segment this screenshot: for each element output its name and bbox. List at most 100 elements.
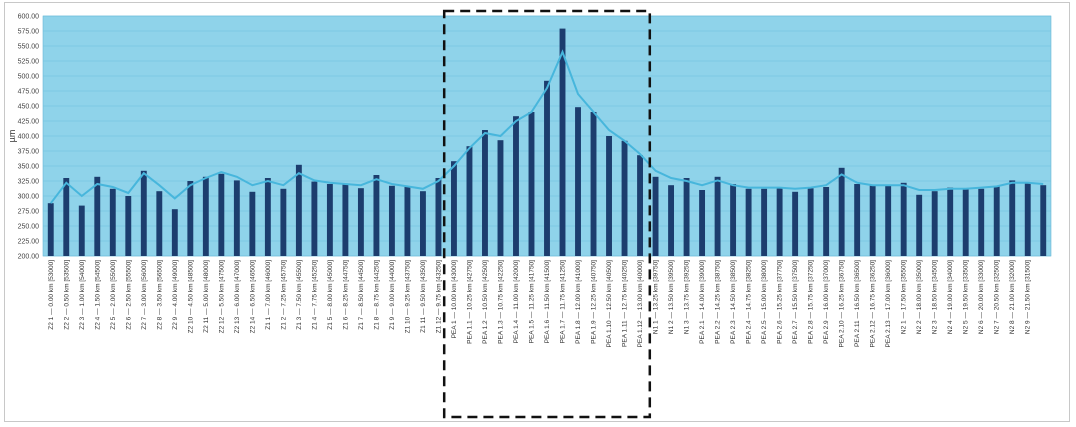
bar [807, 188, 814, 256]
y-tick-label: 300.00 [18, 194, 40, 201]
x-tick-label: PEA 2.1 — 14.00 km [39000] [699, 260, 706, 344]
bar [295, 164, 302, 256]
bar [606, 136, 612, 256]
bar [140, 170, 147, 256]
x-tick-label: PEA 2.6 — 15.25 km [37750] [777, 260, 784, 344]
x-tick-label: N2 8 — 21.00 km [32000] [1009, 260, 1016, 334]
bar [513, 116, 519, 256]
bar [264, 178, 271, 256]
bar [280, 188, 287, 256]
x-tick-label: N1 2 — 13.50 km [39500] [668, 260, 675, 334]
x-tick-label: PEA 1.10 — 12.50 km [40500] [606, 260, 613, 348]
x-tick-label: PEA 2.10 — 16.25 km [36750] [839, 260, 846, 348]
x-tick-label: Z1 6 — 8.25 km [44750] [342, 260, 349, 330]
bar [869, 185, 876, 256]
y-tick-label: 575.00 [18, 29, 40, 36]
bar [497, 140, 504, 256]
x-tick-label: Z1 1 — 7.00 km [46000] [265, 260, 272, 330]
x-tick-label: PEA 1.4 — 11.00 km [42000] [513, 260, 520, 344]
bar [699, 190, 706, 256]
bar [575, 107, 581, 256]
bar [962, 188, 969, 256]
x-tick-label: N2 4 — 19.00 km [34000] [947, 260, 954, 334]
x-tick-label: Z2 10 — 4.50 km [48500] [187, 260, 194, 334]
bar [1009, 180, 1016, 256]
bar [668, 185, 675, 256]
bar [559, 28, 566, 256]
y-tick-label: 500.00 [18, 74, 40, 81]
x-tick-label: PEA 2.13 — 17.00 km [36000] [885, 260, 892, 348]
bar [419, 191, 426, 256]
bar [714, 176, 721, 256]
y-tick-label: 600.00 [18, 14, 40, 21]
x-tick-label: N1 1 — 13.25 km [39750] [653, 260, 660, 334]
y-axis-label: µm [7, 130, 17, 143]
bar [823, 187, 830, 256]
bar [544, 80, 550, 256]
x-tick-label: PEA 1.7 — 11.75 km [41250] [560, 260, 567, 344]
bar [776, 187, 783, 256]
x-tick-label: Z2 8 — 3.50 km [56500] [156, 260, 163, 330]
y-tick-label: 475.00 [18, 89, 40, 96]
bar [218, 173, 225, 256]
chart-frame: 200.00 225.00 250.00 275.00 300.00 325.00 350.… [4, 2, 1070, 422]
x-tick-label: PEA 1.1 — 10.25 km [42750] [466, 260, 473, 344]
x-tick-label: Z2 1 — 0.00 km [53000] [48, 260, 55, 330]
trend-line [50, 49, 1044, 204]
bar [326, 184, 333, 256]
bar [528, 112, 535, 256]
x-tick-label: Z1 4 — 7.75 km [45250] [311, 260, 318, 330]
x-tick-label: N1 3 — 13.75 km [39250] [684, 260, 691, 334]
x-tick-label: PEA 1.5 — 11.25 km [41750] [528, 260, 535, 344]
y-tick-label: 425.00 [18, 119, 40, 126]
bar [900, 182, 907, 256]
x-tick-label: Z2 5 — 2.00 km [55000] [110, 260, 117, 330]
bar [730, 184, 737, 256]
x-tick-label: PEA 1.9 — 12.25 km [40750] [591, 260, 598, 344]
bar [637, 155, 643, 256]
bar [78, 205, 85, 256]
x-tick-label: Z2 14 — 6.50 km [46500] [249, 260, 256, 334]
x-tick-label: PEA 2.8 — 15.75 km [37250] [808, 260, 815, 344]
x-tick-label: PEA 1.11 — 12.75 km [40250] [622, 260, 629, 347]
y-tick-label: 450.00 [18, 104, 40, 111]
x-tick-label: Z1 3 — 7.50 km [45500] [296, 260, 303, 330]
bar [404, 187, 411, 256]
bar [451, 161, 457, 256]
x-tick-label: N2 9 — 21.50 km [31500] [1025, 260, 1032, 334]
x-tick-label: Z1 10 — 9.25 km [43750] [404, 260, 411, 334]
x-tick-label: Z2 13 — 6.00 km [47000] [234, 260, 241, 334]
x-tick-label: Z2 9 — 4.00 km [49000] [172, 260, 179, 330]
bar [249, 191, 256, 256]
x-tick-label: Z1 7 — 8.50 km [44500] [358, 260, 365, 330]
bar [156, 191, 163, 256]
y-tick-label: 350.00 [18, 164, 40, 171]
bar [683, 178, 690, 256]
bar [792, 191, 799, 256]
x-tick-label: PEA 1 — 10.00 km [43000] [451, 260, 458, 339]
x-tick-label: Z2 6 — 2.50 km [55500] [125, 260, 132, 330]
bar [590, 112, 597, 256]
y-tick-label: 275.00 [18, 209, 40, 216]
bar [947, 187, 954, 256]
x-tick-label: PEA 2.7 — 15.50 km [37500] [792, 260, 799, 344]
y-tick-label: 325.00 [18, 179, 40, 186]
x-tick-label: PEA 2.2 — 14.25 km [38750] [715, 260, 722, 344]
y-tick-label: 400.00 [18, 134, 40, 141]
x-tick-label: Z2 2 — 0.50 km [53500] [63, 260, 70, 330]
y-tick-label: 550.00 [18, 44, 40, 51]
x-tick-label: N2 5 — 19.50 km [33500] [963, 260, 970, 334]
x-tick-label: N2 1 — 17.50 km [35500] [901, 260, 908, 334]
y-tick-label: 250.00 [18, 224, 40, 231]
x-tick-label: Z1 11 — 9.50 km [43500] [420, 260, 427, 333]
bar [125, 196, 132, 256]
x-tick-label: Z2 12 — 5.50 km [47500] [218, 260, 225, 334]
bar [621, 140, 628, 256]
x-tick-label: PEA 1.6 — 11.50 km [41500] [544, 260, 551, 344]
x-tick-label: Z2 3 — 1.00 km [54000] [79, 260, 86, 330]
bar-series [47, 28, 1047, 256]
x-tick-label: PEA 2.12 — 16.75 km [36250] [870, 260, 877, 348]
bar [202, 176, 209, 256]
x-tick-label: PEA 1.12 — 13.00 km [40000] [637, 260, 644, 348]
bar [838, 167, 845, 256]
